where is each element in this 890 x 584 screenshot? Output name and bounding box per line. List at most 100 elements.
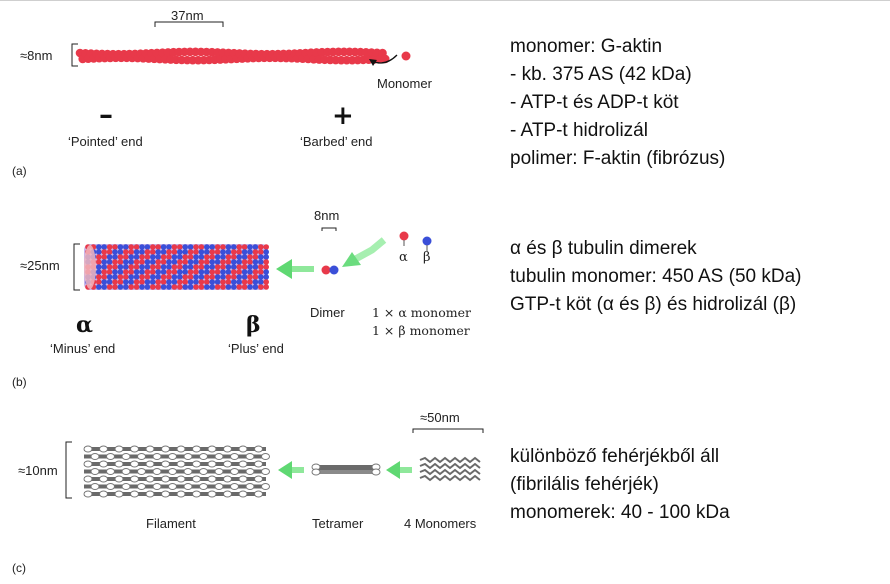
filament-node xyxy=(199,453,208,460)
tubulin-bead xyxy=(171,264,178,270)
tubulin-bead xyxy=(160,269,167,275)
arrow-monomers-to-tetramer-icon xyxy=(386,461,412,479)
filament-node xyxy=(199,468,208,475)
filament-node xyxy=(230,453,239,460)
tubulin-bead xyxy=(106,269,113,275)
filament-node xyxy=(176,460,186,468)
tubulin-bead xyxy=(252,269,259,275)
tubulin-bead xyxy=(133,249,140,255)
tubulin-bead xyxy=(112,249,118,255)
filament-node xyxy=(245,468,255,475)
tubulin-bead xyxy=(193,249,199,255)
filament-node xyxy=(99,460,108,468)
tubulin-bead xyxy=(171,244,178,250)
tubulin-bead xyxy=(231,254,237,260)
panel-c-tag: (c) xyxy=(12,561,26,575)
tubulin-bead xyxy=(96,244,102,250)
tubulin-bead xyxy=(139,284,145,290)
tubulin-bead xyxy=(101,249,107,255)
tubulin-bead xyxy=(144,259,151,265)
tubulin-bead xyxy=(96,284,102,290)
tubulin-bead xyxy=(112,274,118,280)
tubulin-bead xyxy=(241,254,248,260)
tubulin-bead xyxy=(209,269,215,275)
alpha-big-symbol: α xyxy=(76,312,93,338)
monomer-label: Monomer xyxy=(377,76,432,91)
tubulin-bead xyxy=(101,264,107,270)
tubulin-line-3: GTP-t köt (α és β) és hidrolizál (β) xyxy=(510,294,797,315)
tubulin-bead xyxy=(263,274,270,280)
tubulin-bead xyxy=(160,244,167,250)
tubulin-line-2: tubulin monomer: 450 AS (50 kDa) xyxy=(510,266,802,287)
filament-label: Filament xyxy=(146,516,196,531)
top-border-line xyxy=(0,0,890,1)
filament-node xyxy=(223,475,232,483)
minus-end-label: ‘Minus’ end xyxy=(50,341,116,356)
tubulin-bead xyxy=(117,269,124,275)
tubulin-bead xyxy=(106,249,113,255)
tubulin-bead xyxy=(144,279,151,285)
tubulin-bead xyxy=(258,274,264,280)
tubulin-bead xyxy=(171,279,178,285)
tubulin-bead xyxy=(106,284,113,290)
tubulin-bead xyxy=(258,254,264,260)
tubulin-bead xyxy=(112,284,118,290)
tubulin-bead xyxy=(220,269,226,275)
tubulin-bead xyxy=(236,249,242,255)
tubulin-bead xyxy=(106,264,113,270)
tubulin-bead xyxy=(209,249,215,255)
filament-node xyxy=(114,475,124,483)
tubulin-bead xyxy=(214,284,221,290)
actin-description: monomer: G-aktin - kb. 375 AS (42 kDa) -… xyxy=(510,33,725,173)
filament-node xyxy=(183,483,193,490)
filament-node xyxy=(137,468,146,475)
tubulin-bead xyxy=(96,254,102,260)
monomer-strand xyxy=(419,462,481,470)
filament-node xyxy=(223,445,232,453)
tubulin-bead xyxy=(241,279,248,285)
tubulin-bead xyxy=(155,249,161,255)
filament-node xyxy=(230,468,239,475)
tubulin-bead xyxy=(252,249,259,255)
tubulin-bead xyxy=(112,254,118,260)
tubulin-bead xyxy=(182,279,188,285)
filament-strand xyxy=(84,462,266,466)
tubulin-bead xyxy=(112,264,118,270)
actin-diagram xyxy=(71,21,411,67)
tube-minus-end-face xyxy=(84,245,96,289)
tubulin-bead xyxy=(139,259,145,265)
tubulin-bead xyxy=(214,274,221,280)
filament-node xyxy=(207,490,217,498)
filament-node xyxy=(145,475,155,483)
tubulin-bead xyxy=(187,284,194,290)
tubulin-bead xyxy=(171,274,178,280)
tubulin-bead xyxy=(139,264,145,270)
tubulin-bead xyxy=(112,279,118,285)
tubulin-bead xyxy=(166,274,172,280)
filament-node xyxy=(130,475,139,483)
filament-node xyxy=(99,475,108,483)
filament-node xyxy=(192,460,201,468)
tubulin-bead xyxy=(128,254,134,260)
filament-line-1: különböző fehérjékből áll xyxy=(510,446,720,467)
tubulin-bead xyxy=(128,244,134,250)
tubulin-bead xyxy=(247,269,253,275)
filament-node xyxy=(261,468,270,475)
tubulin-bead xyxy=(160,279,167,285)
tubulin-bead xyxy=(106,254,113,260)
filament-node xyxy=(168,468,177,475)
tubulin-bead xyxy=(144,249,151,255)
tubulin-bead xyxy=(139,279,145,285)
tubulin-bead xyxy=(117,264,124,270)
tubulin-bead xyxy=(209,284,215,290)
tubulin-bead xyxy=(204,244,210,250)
tubulin-bead xyxy=(258,259,264,265)
beta-big-symbol: β xyxy=(246,312,261,338)
tubulin-bead xyxy=(160,254,167,260)
tubulin-bead xyxy=(177,264,183,270)
monomer-strand xyxy=(419,456,481,464)
intermediate-filament-diagram xyxy=(65,428,484,499)
tubulin-bead xyxy=(106,244,113,250)
beta-monomer-bead xyxy=(422,236,432,246)
actin-line-1: monomer: G-aktin xyxy=(510,36,663,57)
